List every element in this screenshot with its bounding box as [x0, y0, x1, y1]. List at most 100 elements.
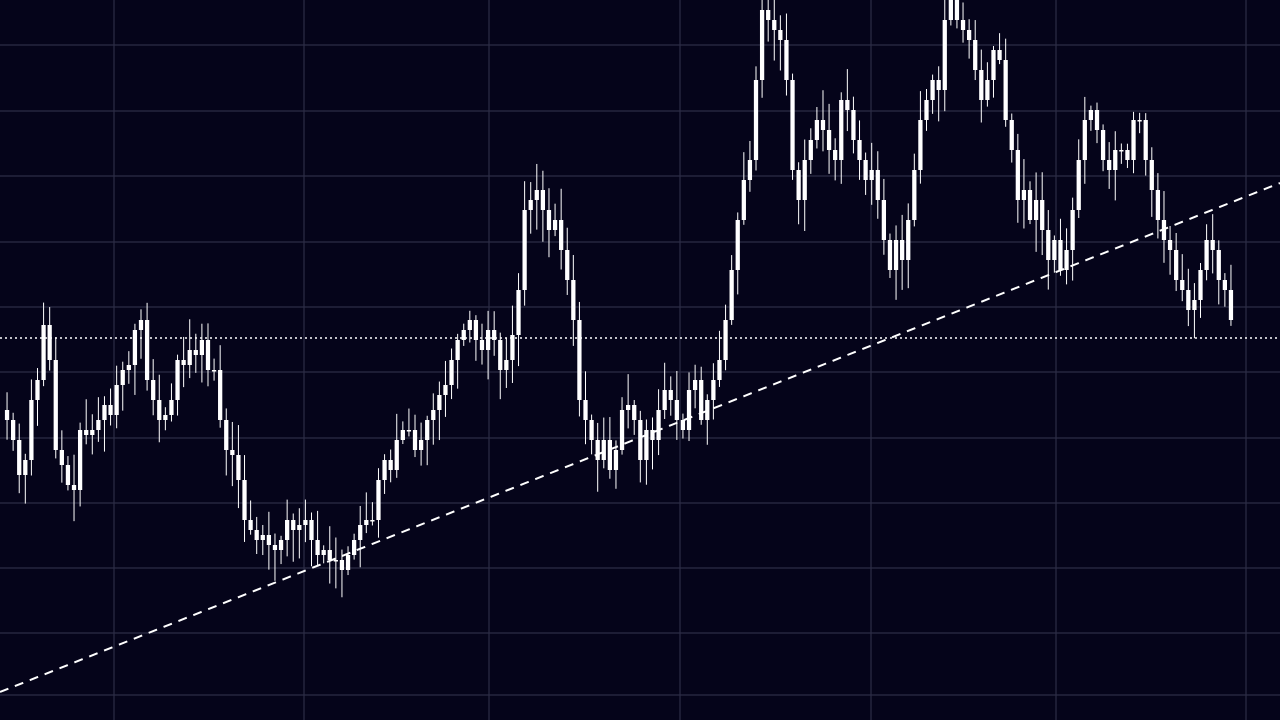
- candle-body: [1155, 190, 1161, 220]
- candle-body: [1167, 240, 1173, 250]
- candle-body: [388, 460, 393, 470]
- candle-body: [1088, 110, 1094, 120]
- candle-body: [1052, 240, 1057, 260]
- candle-body: [1070, 210, 1075, 250]
- candle-body: [747, 160, 753, 180]
- candle-body: [211, 370, 217, 372]
- candle-body: [869, 170, 874, 180]
- candle-body: [619, 410, 625, 450]
- candle-body: [650, 430, 655, 440]
- candle-body: [1198, 270, 1203, 300]
- candle-body: [96, 420, 101, 430]
- candle-body: [589, 420, 594, 440]
- candle-body: [1100, 130, 1106, 160]
- candle-body: [230, 450, 235, 455]
- candle-body: [985, 80, 990, 100]
- candle-body: [729, 270, 734, 320]
- candle-body: [339, 560, 345, 570]
- candle-body: [1131, 120, 1136, 160]
- candle-body: [77, 430, 83, 490]
- candle-body: [1143, 120, 1148, 160]
- candle-body: [1064, 250, 1069, 270]
- candle-body: [90, 430, 95, 435]
- candle-body: [808, 140, 813, 160]
- candle-body: [242, 480, 247, 520]
- candle-body: [656, 410, 661, 440]
- candle-body: [41, 325, 46, 380]
- candle-body: [425, 420, 430, 440]
- candle-body: [71, 485, 77, 490]
- candle-body: [169, 400, 174, 415]
- candle-body: [504, 360, 509, 370]
- candle-body: [1003, 60, 1008, 120]
- candle-body: [1040, 200, 1045, 230]
- candle-body: [181, 360, 186, 365]
- candle-body: [674, 400, 679, 420]
- candle-body: [784, 40, 789, 80]
- candle-body: [309, 520, 314, 540]
- candle-body: [699, 380, 704, 420]
- candle-body: [839, 100, 844, 160]
- candle-body: [948, 0, 953, 20]
- candle-body: [157, 400, 162, 420]
- candle-body: [492, 330, 497, 340]
- candle-body: [1186, 290, 1191, 310]
- candle-body: [863, 160, 868, 180]
- candle-body: [912, 170, 917, 220]
- candle-body: [833, 150, 838, 160]
- candle-body: [1174, 250, 1179, 280]
- candle-body: [571, 280, 576, 320]
- candle-body: [364, 520, 369, 525]
- candle-body: [278, 540, 284, 550]
- candle-body: [1107, 160, 1112, 170]
- candle-body: [723, 320, 728, 360]
- candle-body: [114, 385, 119, 415]
- candle-body: [510, 335, 515, 360]
- candle-body: [455, 340, 460, 360]
- candle-body: [431, 410, 436, 420]
- candle-body: [1222, 280, 1227, 290]
- candle-body: [11, 420, 16, 440]
- candle-body: [17, 440, 22, 475]
- candle-body: [741, 180, 746, 220]
- candle-body: [1046, 230, 1051, 260]
- candle-body: [47, 325, 52, 360]
- candle-body: [613, 450, 619, 470]
- candle-body: [565, 250, 570, 280]
- candle-body: [23, 460, 28, 475]
- candle-body: [997, 50, 1002, 60]
- candle-body: [224, 420, 229, 450]
- candle-body: [370, 520, 375, 522]
- candle-body: [607, 440, 612, 470]
- candle-body: [936, 80, 941, 90]
- candle-body: [479, 340, 485, 350]
- candle-body: [638, 420, 643, 460]
- candle-body: [790, 80, 795, 170]
- candle-body: [205, 340, 211, 370]
- candle-body: [930, 80, 935, 100]
- candle-body: [151, 380, 156, 400]
- candle-body: [382, 460, 387, 480]
- candle-body: [881, 200, 887, 240]
- candle-body: [1076, 160, 1081, 210]
- candle-body: [315, 540, 320, 555]
- candle-body: [53, 360, 58, 450]
- candle-body: [187, 350, 192, 365]
- candle-body: [753, 80, 759, 160]
- candle-body: [680, 420, 686, 430]
- candle-body: [199, 340, 205, 355]
- candle-body: [954, 0, 960, 20]
- candle-body: [163, 415, 168, 420]
- candle-body: [35, 380, 40, 400]
- candle-body: [1180, 280, 1185, 290]
- candle-body: [875, 170, 880, 200]
- candle-body: [924, 100, 929, 120]
- candle-body: [254, 530, 259, 540]
- candle-body: [991, 50, 996, 80]
- candle-body: [778, 30, 783, 40]
- candle-body: [717, 360, 722, 380]
- candle-body: [711, 380, 716, 400]
- candle-body: [266, 535, 272, 545]
- candle-body: [534, 190, 539, 200]
- candle-body: [406, 430, 412, 432]
